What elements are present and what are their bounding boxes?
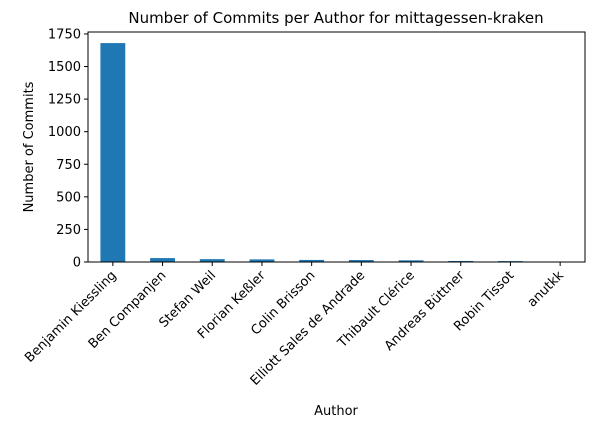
- y-tick-label: 750: [56, 158, 81, 173]
- bars: [100, 43, 572, 262]
- chart-title: Number of Commits per Author for mittage…: [128, 9, 543, 27]
- y-tick-label: 1500: [48, 60, 81, 75]
- x-tick-label: Benjamin Kiessling: [22, 268, 119, 365]
- y-axis-ticks: 0 250 500 750 1000 1250 1500 1750: [48, 27, 88, 270]
- y-tick-label: 1750: [48, 27, 81, 42]
- y-tick-label: 0: [73, 256, 81, 271]
- y-tick-label: 1250: [48, 93, 81, 108]
- x-axis-label: Author: [314, 404, 358, 419]
- x-tick-label: anutkk: [525, 268, 567, 310]
- y-tick-label: 500: [56, 190, 81, 205]
- bar-1: [100, 43, 125, 262]
- y-tick-label: 1000: [48, 125, 81, 140]
- bar-2: [150, 258, 175, 262]
- y-axis-label: Number of Commits: [22, 81, 37, 212]
- plot-area-frame: [88, 32, 585, 262]
- y-tick-label: 250: [56, 223, 81, 238]
